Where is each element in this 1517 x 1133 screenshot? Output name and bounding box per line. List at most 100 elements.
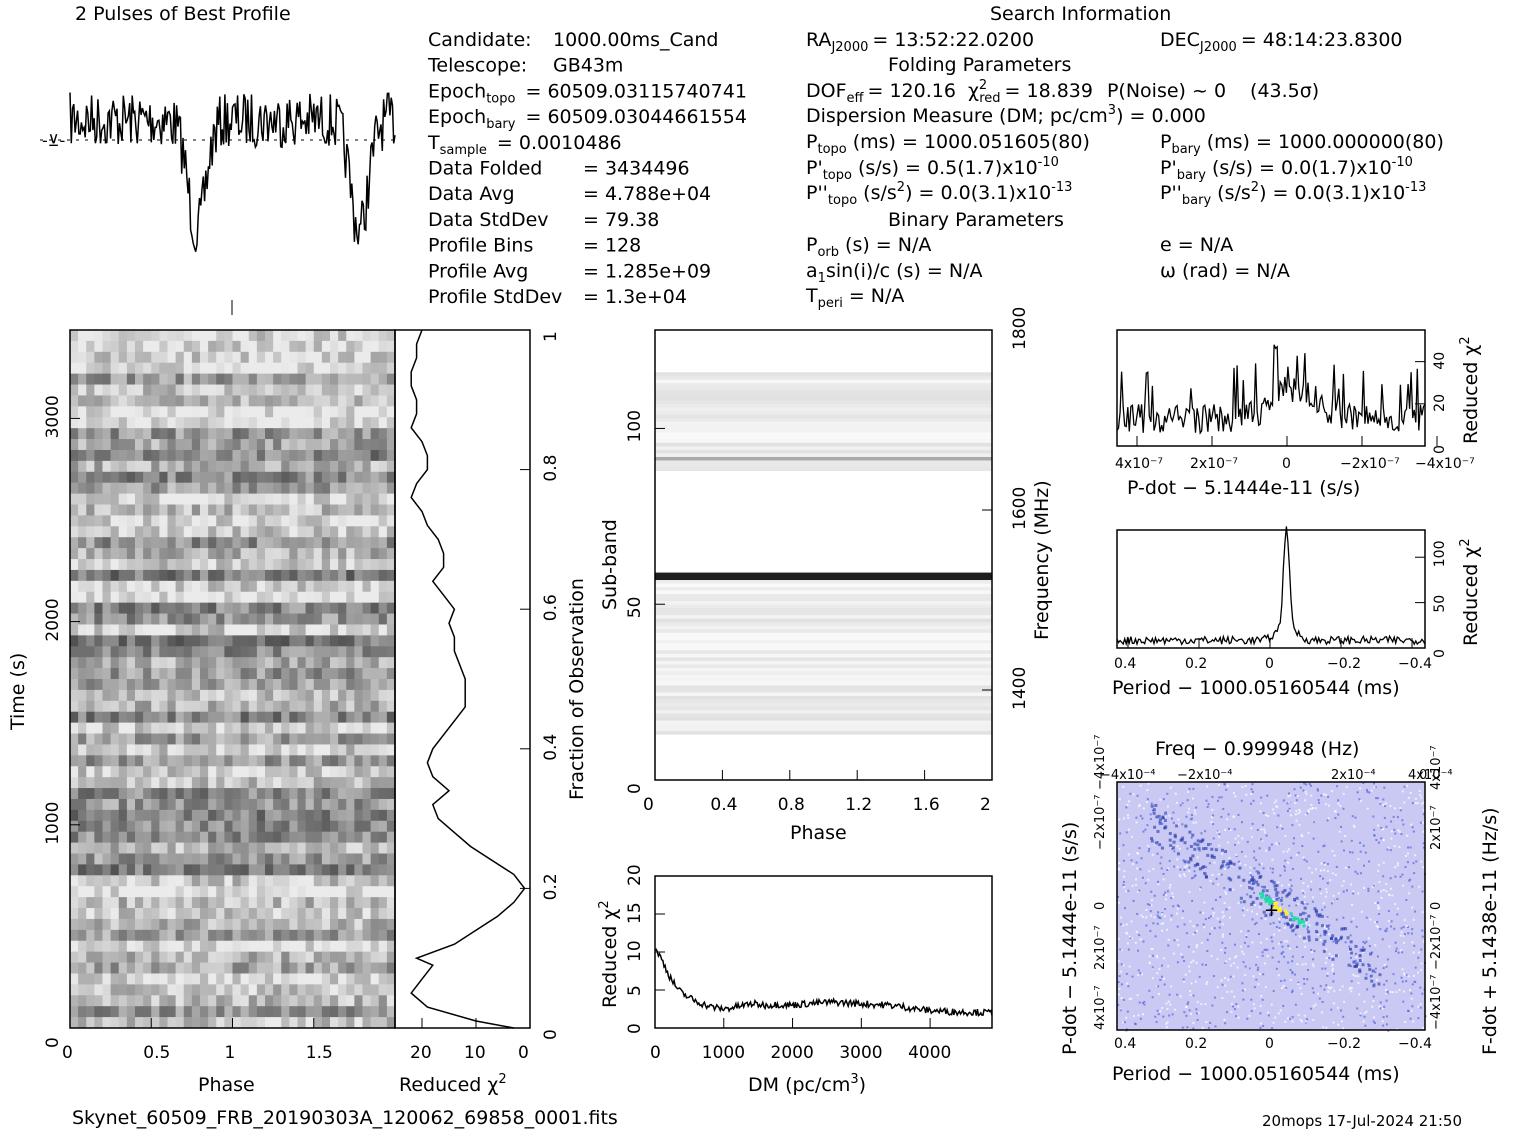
pp-noise <box>1189 993 1192 996</box>
tp-cell <box>159 733 168 745</box>
tp-cell <box>118 635 128 647</box>
pp-noise <box>1177 944 1180 947</box>
tp-cell <box>232 886 242 898</box>
tp-cell <box>151 373 160 386</box>
tp-cell <box>118 918 128 931</box>
tp-cell <box>256 864 266 876</box>
tp-cell <box>200 722 209 735</box>
tp-cell <box>370 886 380 898</box>
tp-cell <box>305 668 315 680</box>
pp-noise <box>1183 1011 1186 1014</box>
tp-cell <box>297 330 307 342</box>
pp-noise <box>1325 891 1328 894</box>
tp-cell <box>362 842 372 854</box>
tp-cell <box>102 689 112 702</box>
pp-ridge <box>1198 867 1202 871</box>
pp-noise <box>1213 861 1216 864</box>
tp-cell <box>370 842 380 854</box>
tp-cell <box>151 591 160 604</box>
pp-noise <box>1272 1021 1275 1024</box>
tp-cell <box>159 330 168 342</box>
pp-ridge <box>1322 942 1326 946</box>
tp-cell <box>256 537 266 549</box>
pp-ridge <box>1264 914 1268 918</box>
pp-noise <box>1336 897 1339 900</box>
pp-noise <box>1404 866 1407 869</box>
tp-cell <box>175 384 185 396</box>
tp-cell <box>159 526 168 538</box>
tp-cell <box>354 733 363 745</box>
tp-cell <box>297 624 307 636</box>
tp-cell <box>143 460 152 473</box>
pp-noise <box>1281 827 1284 830</box>
tp-cell <box>354 624 363 636</box>
tp-cell <box>224 918 233 931</box>
sb-ytick-label: 0 <box>625 783 645 794</box>
tp-cell <box>346 417 355 429</box>
pp-noise <box>1242 961 1245 964</box>
pp-noise <box>1277 1012 1280 1015</box>
pp-noise <box>1185 864 1188 867</box>
tp-cell <box>224 657 233 669</box>
pp-noise <box>1336 785 1339 788</box>
pp-noise <box>1388 893 1391 896</box>
pp-noise <box>1276 826 1279 829</box>
pp-noise <box>1151 977 1154 980</box>
pp-noise <box>1149 818 1152 821</box>
tp-cell <box>330 722 339 735</box>
pp-noise <box>1411 1005 1414 1008</box>
tp-cell <box>305 951 315 964</box>
tp-cell <box>126 755 136 767</box>
tp-cell <box>232 657 242 669</box>
pp-ridge <box>1228 859 1232 863</box>
pp-noise <box>1129 792 1132 795</box>
pp-noise <box>1367 887 1370 890</box>
tp-cell <box>240 864 250 876</box>
pp-noise <box>1382 838 1385 841</box>
tp-cell <box>175 330 185 342</box>
tp-cell <box>143 515 152 527</box>
tp-cell <box>86 559 95 571</box>
pp-noise <box>1122 884 1125 887</box>
tp-cell <box>321 417 331 429</box>
tp-cell <box>118 962 128 974</box>
tp-cell <box>338 722 347 735</box>
tp-cell <box>289 635 298 647</box>
tp-cell <box>86 886 95 898</box>
pp-noise <box>1281 987 1284 990</box>
pp-noise <box>1345 786 1348 789</box>
tp-cell <box>256 384 266 396</box>
tp-cell <box>151 569 160 582</box>
tp-cell <box>354 471 363 484</box>
pp-noise <box>1219 896 1222 899</box>
pp-noise <box>1378 913 1381 916</box>
tp-cell <box>248 940 258 953</box>
tp-cell <box>86 711 95 724</box>
tp-cell <box>208 460 217 473</box>
tp-cell <box>135 733 144 745</box>
tp-cell <box>191 624 201 636</box>
tp-cell <box>159 929 168 942</box>
tp-cell <box>273 788 282 800</box>
tp-cell <box>321 406 331 418</box>
tp-cell <box>248 395 258 407</box>
tp-cell <box>354 962 363 974</box>
tp-cell <box>378 602 388 615</box>
tp-cell <box>378 537 388 549</box>
tp-cell <box>175 395 185 407</box>
tp-cell <box>321 679 331 691</box>
tp-cell <box>281 809 290 822</box>
tp-cell <box>216 788 225 800</box>
pp-rtick-label: 2x10⁻⁷ <box>1429 805 1444 850</box>
pp-noise <box>1123 817 1126 820</box>
pp-noise <box>1304 962 1307 965</box>
pp-rtick-label: 4x10⁻⁷ <box>1429 745 1444 790</box>
pp-noise <box>1342 807 1345 810</box>
tp-cell <box>378 733 388 745</box>
tp-cell <box>265 875 274 887</box>
tp-cell <box>135 646 144 658</box>
pp-ridge <box>1183 841 1187 845</box>
tp-cell <box>151 984 160 996</box>
tp-cell <box>313 766 323 778</box>
